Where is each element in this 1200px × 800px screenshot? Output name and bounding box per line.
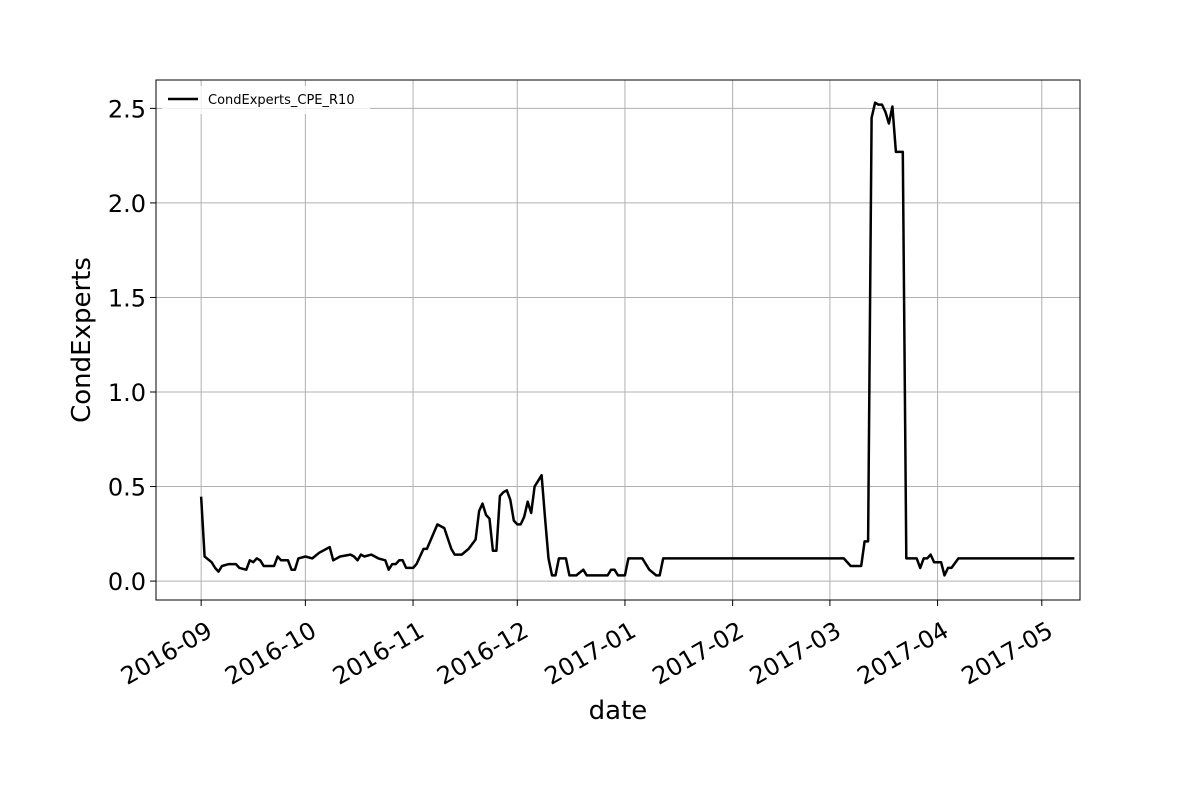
grid-lines (156, 80, 1080, 600)
x-tick-label: 2016-11 (328, 616, 429, 690)
plot-background (156, 80, 1080, 600)
series-lines (199, 101, 1075, 577)
x-tick-label: 2017-03 (745, 616, 846, 690)
legend-entry: CondExperts_CPE_R10 (208, 93, 355, 108)
x-tick-label: 2016-10 (220, 616, 321, 690)
x-tick-label: 2016-09 (116, 616, 217, 690)
x-tick-label: 2017-01 (540, 616, 641, 690)
x-tick-label: 2017-05 (957, 616, 1058, 690)
y-tick-label: 1.0 (108, 379, 146, 407)
y-tick-label: 0.5 (108, 474, 146, 502)
y-tick-label: 2.0 (108, 190, 146, 218)
y-tick-label: 0.0 (108, 568, 146, 596)
plot-frame (155, 79, 1081, 601)
x-axis-label: date (589, 696, 648, 726)
y-axis-ticks: 0.0 0.5 1.0 1.5 2.0 2.5 (108, 95, 156, 596)
legend: CondExperts_CPE_R10 (162, 86, 370, 114)
series-line (199, 101, 1075, 577)
y-tick-label: 2.5 (108, 95, 146, 123)
x-axis-ticks: 2016-09 2016-10 2016-11 2016-12 2017-01 2017-… (116, 600, 1058, 691)
x-tick-label: 2017-02 (648, 616, 749, 690)
x-tick-label: 2017-04 (853, 616, 954, 690)
y-tick-label: 1.5 (108, 284, 146, 312)
y-axis-label: CondExperts (67, 257, 97, 423)
x-tick-label: 2016-12 (432, 616, 533, 690)
